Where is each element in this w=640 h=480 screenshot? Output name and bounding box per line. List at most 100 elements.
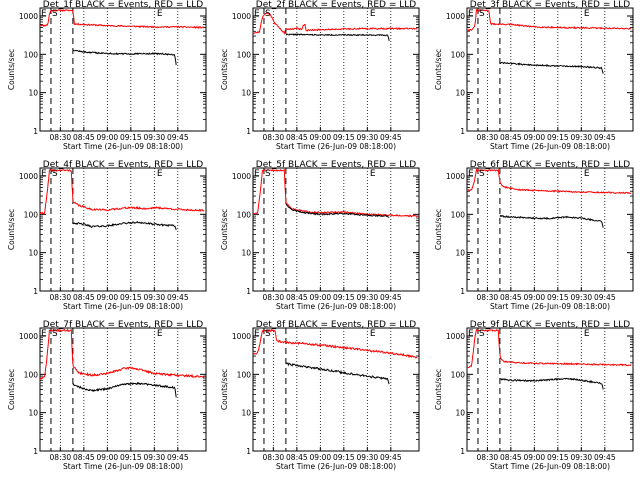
plot-marker-e: E — [468, 329, 474, 339]
y-axis-label: Counts/sec — [434, 209, 443, 250]
chart-panel-5: Det_5f BLACK = Events, RED = LLD 08:30 08:… — [220, 160, 420, 311]
plot-marker-e: E — [468, 169, 474, 179]
x-tick-label: 09:30 — [144, 453, 166, 462]
plot-marker-e: E — [584, 329, 590, 339]
y-tick-label: 100 — [24, 50, 39, 59]
lld-series-line — [467, 168, 632, 195]
lld-series-line — [40, 8, 205, 30]
events-series-line — [499, 61, 604, 74]
y-tick-label: 1000 — [446, 12, 465, 21]
x-tick-label: 08:45 — [286, 133, 308, 142]
y-tick-label: 10 — [241, 89, 251, 98]
y-tick-label: 1000 — [19, 332, 38, 341]
y-tick-label: 1000 — [19, 172, 38, 181]
y-tick-label: 1 — [460, 447, 465, 456]
plot-frame — [252, 327, 420, 452]
plot-marker-e: E — [254, 169, 260, 179]
plot-marker-e: E — [468, 9, 474, 19]
events-series-line — [72, 381, 177, 398]
x-tick-label: 08:45 — [500, 133, 522, 142]
x-axis-label: Start Time (26-Jun-09 08:18:00) — [490, 302, 610, 311]
plot-marker-e: E — [370, 169, 376, 179]
x-axis-label: Start Time (26-Jun-09 08:18:00) — [490, 142, 610, 151]
plot-marker-e: E — [157, 9, 163, 19]
y-axis-label: Counts/sec — [220, 369, 229, 410]
events-series-line — [499, 377, 604, 390]
x-axis-label: Start Time (26-Jun-09 08:18:00) — [276, 302, 396, 311]
events-series-line — [499, 214, 604, 228]
events-series-line — [72, 221, 177, 231]
lld-series-line — [40, 168, 205, 215]
x-tick-label: 08:30 — [263, 293, 285, 302]
plot-marker-s: S — [265, 329, 271, 339]
x-tick-label: 09:30 — [144, 293, 166, 302]
x-tick-label: 09:30 — [571, 293, 593, 302]
x-tick-label: 09:15 — [333, 453, 355, 462]
x-axis-label: Start Time (26-Jun-09 08:18:00) — [276, 142, 396, 151]
y-tick-label: 1 — [33, 447, 38, 456]
plot-marker-e: E — [41, 9, 47, 19]
lld-series-line — [253, 168, 418, 218]
y-tick-label: 1000 — [446, 332, 465, 341]
chart-title: Det_7f BLACK = Events, RED = LLD — [43, 320, 203, 330]
x-tick-label: 09:15 — [120, 293, 142, 302]
x-tick-label: 09:30 — [571, 133, 593, 142]
chart-title: Det_6f BLACK = Events, RED = LLD — [470, 160, 630, 170]
chart-title: Det_4f BLACK = Events, RED = LLD — [43, 160, 203, 170]
y-tick-label: 1 — [246, 127, 251, 136]
x-tick-label: 08:45 — [286, 293, 308, 302]
x-tick-label: 09:30 — [144, 133, 166, 142]
plot-marker-e: E — [584, 169, 590, 179]
y-tick-label: 1000 — [232, 332, 251, 341]
x-tick-label: 09:00 — [524, 453, 546, 462]
x-tick-label: 09:00 — [97, 293, 119, 302]
x-tick-label: 08:30 — [477, 453, 499, 462]
plot-marker-e: E — [370, 9, 376, 19]
plot-frame — [39, 167, 207, 292]
x-tick-label: 08:45 — [73, 453, 95, 462]
chart-panel-7: Det_7f BLACK = Events, RED = LLD 08:30 08:… — [7, 320, 207, 471]
plot-frame — [252, 167, 420, 292]
y-tick-label: 100 — [451, 50, 466, 59]
y-tick-label: 100 — [451, 370, 466, 379]
y-axis-label: Counts/sec — [220, 49, 229, 90]
x-tick-label: 09:00 — [97, 133, 119, 142]
plot-marker-e: E — [584, 9, 590, 19]
x-tick-label: 09:00 — [97, 453, 119, 462]
y-tick-label: 1 — [460, 127, 465, 136]
x-tick-label: 09:00 — [524, 293, 546, 302]
x-tick-label: 09:15 — [547, 133, 569, 142]
x-tick-label: 09:45 — [380, 133, 402, 142]
plot-marker-s: S — [52, 329, 58, 339]
y-tick-label: 1 — [246, 287, 251, 296]
y-tick-label: 1 — [246, 447, 251, 456]
x-tick-label: 08:45 — [73, 293, 95, 302]
y-tick-label: 1000 — [232, 172, 251, 181]
x-tick-label: 09:45 — [594, 133, 616, 142]
plot-frame — [39, 327, 207, 452]
y-tick-label: 1000 — [446, 172, 465, 181]
plot-marker-s: S — [479, 169, 485, 179]
plot-marker-s: S — [52, 9, 58, 19]
y-tick-label: 10 — [241, 409, 251, 418]
chart-panel-2: Det_2f BLACK = Events, RED = LLD 08:30 08:… — [220, 0, 420, 151]
x-tick-label: 08:45 — [73, 133, 95, 142]
events-series-line — [285, 33, 390, 42]
x-tick-label: 08:30 — [50, 453, 72, 462]
lld-series-line — [253, 328, 418, 359]
x-tick-label: 09:15 — [333, 293, 355, 302]
x-tick-label: 09:45 — [380, 453, 402, 462]
y-tick-label: 10 — [28, 409, 38, 418]
x-tick-label: 08:30 — [477, 133, 499, 142]
x-axis-label: Start Time (26-Jun-09 08:18:00) — [490, 462, 610, 471]
plot-marker-s: S — [265, 169, 271, 179]
plot-marker-s: S — [479, 9, 485, 19]
x-tick-label: 09:45 — [167, 293, 189, 302]
x-tick-label: 08:30 — [477, 293, 499, 302]
y-tick-label: 100 — [237, 370, 252, 379]
lld-series-line — [253, 12, 418, 35]
plot-marker-e: E — [41, 169, 47, 179]
plot-marker-s: S — [479, 329, 485, 339]
x-tick-label: 08:45 — [286, 453, 308, 462]
x-tick-label: 09:30 — [357, 133, 379, 142]
